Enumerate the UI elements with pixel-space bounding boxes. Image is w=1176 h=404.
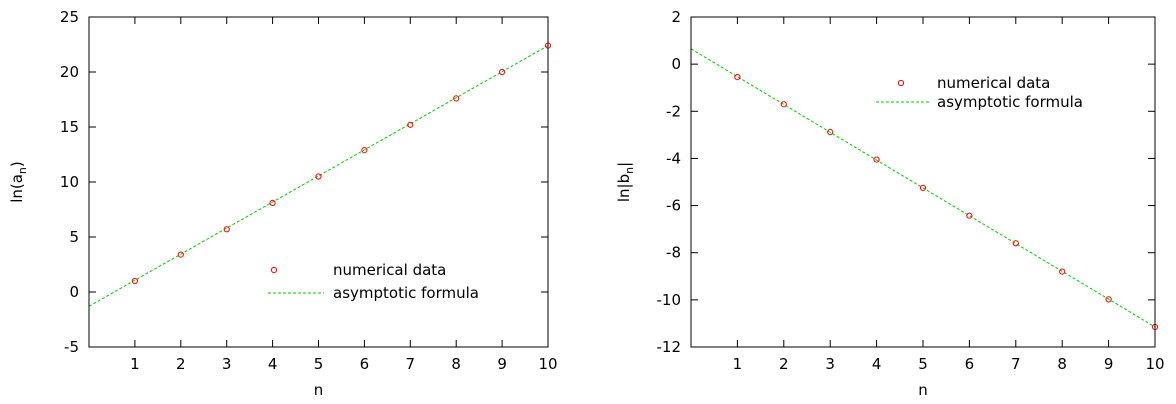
y-tick-labels-left: -5 0 5 10 15 20 25 xyxy=(60,8,79,356)
x-tick-label: 6 xyxy=(965,355,975,373)
legend-marker-points-right xyxy=(897,79,905,87)
y-tick-label: 2 xyxy=(671,8,681,26)
x-tick-label: 9 xyxy=(1104,355,1114,373)
y-tick-label: -4 xyxy=(666,149,681,167)
x-tick-label: 2 xyxy=(176,355,186,373)
x-tick-label: 5 xyxy=(918,355,928,373)
x-tick-label: 10 xyxy=(1145,355,1164,373)
y-tick-label: 25 xyxy=(60,8,79,26)
legend-marker-points-left xyxy=(270,266,278,274)
x-tick-label: 1 xyxy=(130,355,140,373)
y-tick-labels-right: -12 -10 -8 -6 -4 -2 0 2 xyxy=(657,8,682,356)
data-point xyxy=(177,251,184,258)
legend-label-points-right: numerical data xyxy=(937,74,1050,92)
x-axis-label-right: n xyxy=(918,381,928,399)
chart-left: 1 2 3 4 5 6 7 8 9 10 -5 0 5 10 15 20 25 n ln(an) numeri… xyxy=(8,8,558,399)
plot-frame-left xyxy=(88,16,549,348)
y-tick-label: -12 xyxy=(657,338,682,356)
data-point xyxy=(223,226,230,233)
y-tick-label: -10 xyxy=(657,291,682,309)
y-tick-label: 20 xyxy=(60,63,79,81)
x-tick-label: 8 xyxy=(1057,355,1067,373)
y-tick-label: -8 xyxy=(666,244,681,262)
y-tick-label: 15 xyxy=(60,118,79,136)
x-tick-label: 7 xyxy=(406,355,416,373)
x-tick-label: 5 xyxy=(314,355,324,373)
y-axis-label-left: ln(an) xyxy=(8,161,29,203)
data-point xyxy=(873,156,880,163)
data-point xyxy=(361,147,368,154)
data-point xyxy=(1012,240,1019,247)
legend-label-line-right: asymptotic formula xyxy=(937,93,1083,111)
x-tick-label: 7 xyxy=(1011,355,1021,373)
asymptotic-formula-line xyxy=(88,45,549,307)
legend-right: numerical data asymptotic formula xyxy=(876,74,1083,111)
x-tick-labels-right: 1 2 3 4 5 6 7 8 9 10 xyxy=(733,355,1165,373)
data-point xyxy=(919,184,927,191)
data-point xyxy=(1059,268,1066,275)
data-point xyxy=(734,74,741,81)
data-point xyxy=(131,277,138,285)
x-tick-label: 3 xyxy=(222,355,232,373)
data-point xyxy=(269,199,276,206)
x-tick-label: 3 xyxy=(825,355,835,373)
y-tick-label: -6 xyxy=(666,197,681,215)
series-line-right xyxy=(690,48,1156,328)
data-point xyxy=(780,101,787,108)
x-tick-label: 4 xyxy=(872,355,882,373)
ticks-right xyxy=(691,16,1156,348)
data-point xyxy=(407,121,414,128)
x-tick-label: 4 xyxy=(268,355,278,373)
data-point xyxy=(966,212,973,219)
legend-left: numerical data asymptotic formula xyxy=(268,261,479,302)
data-point xyxy=(827,128,834,136)
x-tick-label: 1 xyxy=(733,355,743,373)
series-line-left xyxy=(88,45,549,307)
chart-right: 1 2 3 4 5 6 7 8 9 10 -12 -10 -8 -6 -4 -2 0 2 n ln|bn| nu… xyxy=(615,8,1165,399)
x-tick-label: 8 xyxy=(451,355,461,373)
ticks-left xyxy=(89,16,549,348)
data-point xyxy=(315,173,322,180)
data-point xyxy=(1105,296,1112,303)
series-points-right xyxy=(734,74,1159,331)
x-tick-label: 9 xyxy=(497,355,507,373)
x-tick-label: 6 xyxy=(360,355,370,373)
x-tick-labels-left: 1 2 3 4 5 6 7 8 9 10 xyxy=(130,355,557,373)
y-tick-label: 5 xyxy=(69,228,79,246)
y-tick-label: -2 xyxy=(666,102,681,120)
y-tick-label: 10 xyxy=(60,173,79,191)
y-tick-label: -5 xyxy=(64,338,79,356)
asymptotic-formula-line xyxy=(690,48,1156,328)
data-point xyxy=(453,95,460,102)
legend-label-line-left: asymptotic formula xyxy=(333,284,479,302)
y-tick-label: 0 xyxy=(69,283,79,301)
plot-frame-right xyxy=(690,16,1156,348)
x-axis-label-left: n xyxy=(314,381,324,399)
data-point xyxy=(499,68,506,76)
y-tick-label: 0 xyxy=(671,55,681,73)
x-tick-label: 2 xyxy=(779,355,789,373)
legend-label-points-left: numerical data xyxy=(333,261,446,279)
x-tick-label: 10 xyxy=(538,355,557,373)
y-axis-label-right: ln|bn| xyxy=(615,162,636,202)
